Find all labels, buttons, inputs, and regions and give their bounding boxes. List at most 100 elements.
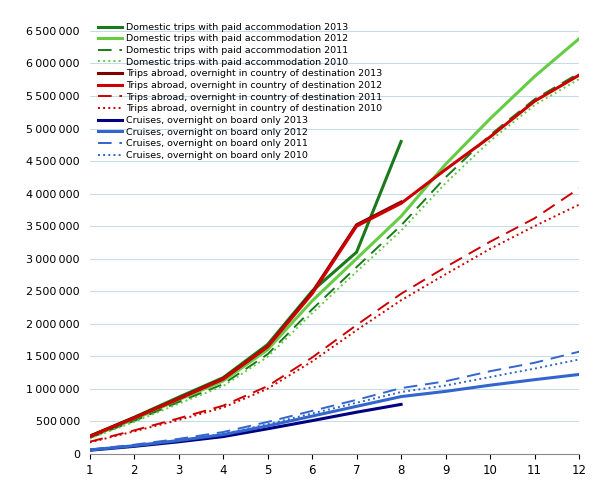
Cruises, overnight on board only 2011: [131, 442, 138, 447]
Domestic trips with paid accommodation 2010: [264, 354, 271, 360]
Trips abroad, overnight in country of destination 2013: [131, 415, 138, 421]
Domestic trips with paid accommodation 2012: [442, 162, 449, 167]
Line: Domestic trips with paid accommodation 2012: Domestic trips with paid accommodation 2…: [90, 39, 579, 437]
Cruises, overnight on board only 2011: [264, 419, 271, 425]
Domestic trips with paid accommodation 2012: [531, 74, 538, 80]
Line: Trips abroad, overnight in country of destination 2013: Trips abroad, overnight in country of de…: [90, 202, 401, 436]
Domestic trips with paid accommodation 2011: [220, 381, 227, 387]
Trips abroad, overnight in country of destination 2012: [531, 98, 538, 104]
Trips abroad, overnight in country of destination 2013: [398, 199, 405, 205]
Trips abroad, overnight in country of destination 2011: [309, 355, 316, 361]
Line: Trips abroad, overnight in country of destination 2010: Trips abroad, overnight in country of de…: [90, 204, 579, 443]
Domestic trips with paid accommodation 2012: [220, 378, 227, 384]
Domestic trips with paid accommodation 2011: [487, 132, 494, 138]
Cruises, overnight on board only 2011: [442, 378, 449, 384]
Line: Cruises, overnight on board only 2010: Cruises, overnight on board only 2010: [90, 360, 579, 450]
Cruises, overnight on board only 2012: [131, 443, 138, 448]
Domestic trips with paid accommodation 2010: [398, 228, 405, 234]
Domestic trips with paid accommodation 2010: [220, 383, 227, 389]
Domestic trips with paid accommodation 2011: [309, 306, 316, 312]
Trips abroad, overnight in country of destination 2013: [309, 289, 316, 295]
Trips abroad, overnight in country of destination 2010: [175, 417, 182, 423]
Cruises, overnight on board only 2013: [353, 409, 360, 415]
Cruises, overnight on board only 2010: [576, 357, 583, 363]
Trips abroad, overnight in country of destination 2012: [86, 434, 93, 440]
Cruises, overnight on board only 2012: [398, 394, 405, 400]
Cruises, overnight on board only 2010: [442, 383, 449, 388]
Cruises, overnight on board only 2012: [175, 438, 182, 444]
Domestic trips with paid accommodation 2011: [442, 174, 449, 180]
Cruises, overnight on board only 2012: [309, 413, 316, 419]
Domestic trips with paid accommodation 2011: [576, 70, 583, 76]
Trips abroad, overnight in country of destination 2011: [264, 383, 271, 389]
Trips abroad, overnight in country of destination 2012: [175, 396, 182, 402]
Domestic trips with paid accommodation 2012: [86, 434, 93, 440]
Cruises, overnight on board only 2010: [531, 366, 538, 371]
Cruises, overnight on board only 2012: [487, 382, 494, 388]
Legend: Domestic trips with paid accommodation 2013, Domestic trips with paid accommodat: Domestic trips with paid accommodation 2…: [94, 19, 386, 163]
Domestic trips with paid accommodation 2012: [398, 213, 405, 219]
Domestic trips with paid accommodation 2010: [353, 269, 360, 275]
Line: Trips abroad, overnight in country of destination 2011: Trips abroad, overnight in country of de…: [90, 188, 579, 442]
Domestic trips with paid accommodation 2012: [353, 256, 360, 262]
Cruises, overnight on board only 2010: [309, 410, 316, 416]
Cruises, overnight on board only 2010: [487, 374, 494, 380]
Trips abroad, overnight in country of destination 2010: [264, 386, 271, 392]
Cruises, overnight on board only 2011: [487, 368, 494, 374]
Trips abroad, overnight in country of destination 2011: [442, 264, 449, 270]
Trips abroad, overnight in country of destination 2013: [353, 222, 360, 228]
Trips abroad, overnight in country of destination 2011: [220, 403, 227, 408]
Line: Cruises, overnight on board only 2012: Cruises, overnight on board only 2012: [90, 374, 579, 450]
Domestic trips with paid accommodation 2013: [86, 433, 93, 439]
Trips abroad, overnight in country of destination 2010: [442, 271, 449, 277]
Domestic trips with paid accommodation 2010: [86, 436, 93, 442]
Trips abroad, overnight in country of destination 2011: [175, 415, 182, 421]
Trips abroad, overnight in country of destination 2010: [86, 440, 93, 446]
Domestic trips with paid accommodation 2013: [220, 375, 227, 381]
Cruises, overnight on board only 2010: [353, 400, 360, 406]
Trips abroad, overnight in country of destination 2012: [309, 291, 316, 297]
Trips abroad, overnight in country of destination 2012: [264, 344, 271, 350]
Trips abroad, overnight in country of destination 2010: [309, 359, 316, 365]
Cruises, overnight on board only 2011: [309, 408, 316, 414]
Cruises, overnight on board only 2011: [398, 385, 405, 391]
Cruises, overnight on board only 2011: [353, 397, 360, 403]
Cruises, overnight on board only 2013: [86, 447, 93, 453]
Cruises, overnight on board only 2012: [86, 447, 93, 453]
Trips abroad, overnight in country of destination 2012: [487, 134, 494, 140]
Trips abroad, overnight in country of destination 2012: [398, 201, 405, 206]
Domestic trips with paid accommodation 2012: [131, 416, 138, 422]
Cruises, overnight on board only 2012: [220, 432, 227, 438]
Trips abroad, overnight in country of destination 2011: [531, 215, 538, 221]
Cruises, overnight on board only 2013: [220, 434, 227, 440]
Domestic trips with paid accommodation 2013: [131, 414, 138, 420]
Line: Trips abroad, overnight in country of destination 2012: Trips abroad, overnight in country of de…: [90, 75, 579, 437]
Domestic trips with paid accommodation 2010: [175, 401, 182, 407]
Cruises, overnight on board only 2011: [86, 447, 93, 452]
Trips abroad, overnight in country of destination 2013: [264, 344, 271, 349]
Trips abroad, overnight in country of destination 2010: [576, 202, 583, 207]
Cruises, overnight on board only 2010: [220, 431, 227, 437]
Domestic trips with paid accommodation 2012: [175, 397, 182, 403]
Trips abroad, overnight in country of destination 2012: [220, 376, 227, 382]
Cruises, overnight on board only 2011: [175, 436, 182, 442]
Trips abroad, overnight in country of destination 2010: [487, 246, 494, 252]
Cruises, overnight on board only 2010: [264, 421, 271, 427]
Trips abroad, overnight in country of destination 2011: [86, 439, 93, 445]
Cruises, overnight on board only 2012: [531, 377, 538, 383]
Cruises, overnight on board only 2012: [576, 371, 583, 377]
Trips abroad, overnight in country of destination 2011: [353, 322, 360, 328]
Trips abroad, overnight in country of destination 2012: [353, 223, 360, 229]
Cruises, overnight on board only 2011: [576, 349, 583, 355]
Trips abroad, overnight in country of destination 2010: [531, 223, 538, 229]
Trips abroad, overnight in country of destination 2013: [175, 396, 182, 402]
Cruises, overnight on board only 2013: [131, 444, 138, 449]
Domestic trips with paid accommodation 2011: [131, 418, 138, 424]
Domestic trips with paid accommodation 2013: [353, 249, 360, 255]
Domestic trips with paid accommodation 2012: [576, 36, 583, 41]
Trips abroad, overnight in country of destination 2012: [442, 166, 449, 172]
Line: Domestic trips with paid accommodation 2010: Domestic trips with paid accommodation 2…: [90, 79, 579, 439]
Domestic trips with paid accommodation 2012: [487, 116, 494, 122]
Cruises, overnight on board only 2011: [220, 429, 227, 435]
Domestic trips with paid accommodation 2010: [531, 102, 538, 108]
